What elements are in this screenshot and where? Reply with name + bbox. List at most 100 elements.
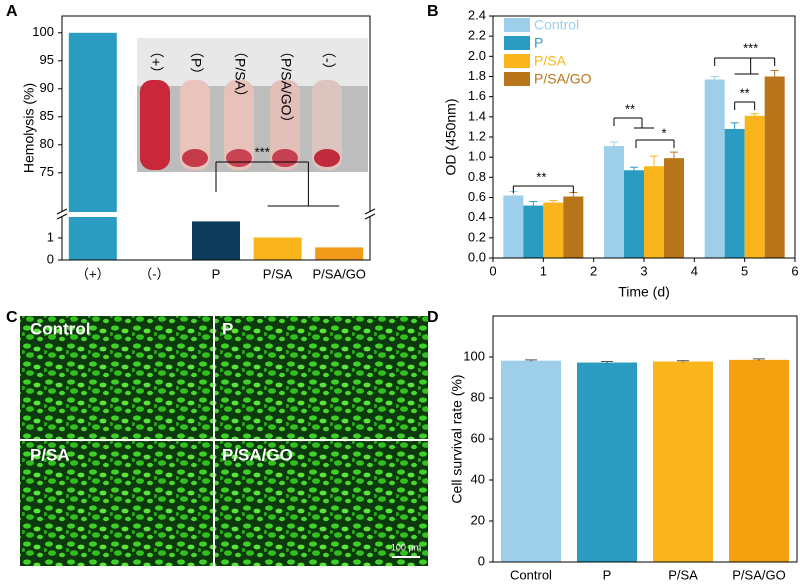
tube [140, 80, 170, 170]
y-tick-label: 0 [47, 251, 54, 266]
panel-label: D [427, 309, 439, 326]
y-tick-label: 100 [463, 348, 485, 363]
significance: *** [743, 40, 758, 55]
significance: *** [255, 144, 270, 159]
x-tick-label: 1 [540, 263, 547, 278]
panel-label: A [6, 3, 18, 20]
y-tick-label: 0.8 [468, 169, 486, 184]
legend-label: P/SA/GO [534, 71, 592, 87]
sediment [182, 149, 208, 167]
y-tick-label: 100 [32, 24, 54, 39]
y-tick-label: 2.2 [468, 28, 486, 43]
x-tick-label: （-） [139, 266, 169, 281]
significance: * [661, 125, 666, 140]
axis-title: Cell survival rate (%) [449, 374, 465, 503]
bar [729, 359, 789, 562]
bar [563, 196, 584, 258]
break-mark [364, 208, 376, 215]
x-tick-label: P/SA [668, 567, 698, 582]
y-tick-label: 0 [478, 553, 485, 568]
x-tick-label: Control [510, 567, 552, 582]
tube [224, 80, 254, 170]
y-tick-label: 60 [471, 430, 485, 445]
x-tick-label: 2 [590, 263, 597, 278]
legend-swatch [504, 36, 530, 50]
y-tick-label: 0.6 [468, 189, 486, 204]
bar [724, 128, 745, 258]
tube [270, 80, 300, 170]
x-tick-label: 4 [691, 263, 698, 278]
y-tick-label: 1.4 [468, 108, 486, 123]
image-label: P [222, 319, 233, 338]
y-tick-label: 0.2 [468, 229, 486, 244]
tube [312, 80, 342, 170]
bar [664, 158, 684, 258]
inset-label: （P/SA） [232, 44, 248, 104]
inset-label: （P） [188, 44, 204, 81]
image-label: P/SA/GO [222, 445, 293, 464]
bar [253, 237, 302, 260]
y-tick-label: 80 [471, 389, 485, 404]
y-tick-label: 90 [40, 80, 54, 95]
axis-title: OD (450nm) [443, 98, 459, 175]
legend-swatch [504, 54, 530, 68]
scale-bar-label: 100 μm [391, 542, 421, 552]
bar [604, 146, 624, 258]
sediment [272, 149, 298, 167]
axis-break [56, 212, 376, 217]
bar [644, 166, 664, 258]
y-tick-label: 1.8 [468, 68, 486, 83]
x-tick-label: P [212, 266, 221, 281]
image-label: P/SA [30, 445, 70, 464]
y-tick-label: 20 [471, 512, 485, 527]
legend-swatch [504, 18, 530, 32]
y-tick-label: 0.4 [468, 209, 486, 224]
image-label: Control [30, 319, 90, 338]
significance: ** [625, 101, 635, 116]
frame [61, 15, 371, 261]
bar [653, 361, 713, 562]
y-tick-label: 75 [40, 164, 54, 179]
inset-photo [137, 38, 368, 172]
y-tick-label: 2.4 [468, 7, 486, 22]
bar [704, 79, 725, 259]
y-tick-label: 95 [40, 52, 54, 67]
x-tick-label: 0 [489, 263, 496, 278]
sediment [314, 149, 340, 167]
x-tick-label: 6 [791, 263, 798, 278]
break-mark [56, 213, 68, 220]
y-tick-label: 1 [47, 229, 54, 244]
y-tick-label: 1.0 [468, 149, 486, 164]
legend-swatch [504, 72, 530, 86]
bar [523, 205, 544, 258]
x-tick-label: 3 [640, 263, 647, 278]
y-tick-label: 85 [40, 108, 54, 123]
photo-top [137, 38, 368, 86]
x-tick-label: P [603, 567, 612, 582]
bar [503, 195, 524, 258]
bar [764, 76, 785, 258]
sediment [226, 149, 252, 167]
x-tick-label: P/SA/GO [732, 567, 785, 582]
bar [68, 32, 117, 260]
legend-label: P [534, 35, 543, 51]
bar [501, 360, 561, 562]
significance: ** [536, 169, 546, 184]
significance: ** [740, 85, 750, 100]
panel-label: B [427, 3, 439, 20]
tube [180, 80, 210, 170]
bar [315, 247, 364, 260]
x-tick-label: P/SA [263, 266, 293, 281]
bar [744, 115, 765, 258]
x-tick-label: （+） [76, 266, 110, 281]
bar [192, 221, 240, 260]
x-tick-label: P/SA/GO [312, 266, 365, 281]
y-tick-label: 2.0 [468, 48, 486, 63]
panel-c: C Control P P/SA P/SA/GO 100 μm [6, 309, 428, 566]
bar [543, 202, 564, 258]
inset-label: （-） [320, 44, 336, 77]
y-tick-label: 80 [40, 136, 54, 151]
axis-title: Hemolysis (%) [21, 83, 37, 173]
